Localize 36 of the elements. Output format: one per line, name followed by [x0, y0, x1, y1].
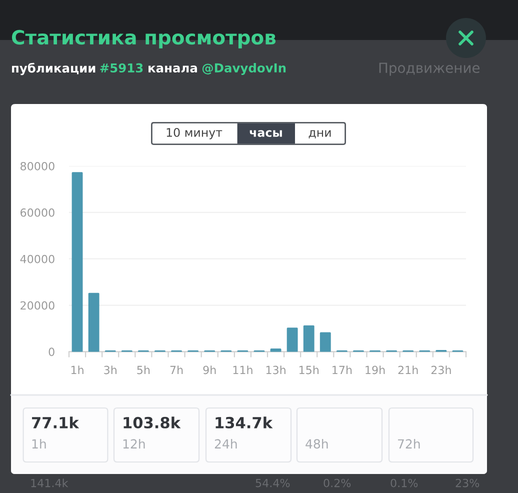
bar: [88, 292, 100, 352]
chart-title: Статистика просмотров: [12, 30, 276, 48]
text: 103.8k: [124, 416, 181, 428]
text: 134.7k: [216, 416, 273, 428]
x-tick-label: 11h: [233, 366, 252, 374]
text: 12h: [123, 438, 145, 448]
bar: [270, 348, 282, 352]
bar: [320, 332, 331, 352]
x-tick-label: 21h: [398, 366, 418, 374]
x-tick-label: 17h: [332, 366, 352, 374]
x-tick-label: 19h: [366, 366, 385, 374]
bar: [286, 328, 298, 352]
y-tick-label: 0: [48, 348, 54, 356]
text: часы: [250, 130, 282, 137]
x-tick-label: 15h: [299, 366, 318, 374]
y-tick-label: 60000: [20, 208, 54, 217]
x-tick-label: 9h: [203, 366, 216, 374]
x-tick-label: 23h: [431, 366, 451, 374]
bar: [72, 172, 83, 352]
text: 24h: [214, 438, 237, 448]
y-tick-label: 40000: [20, 254, 54, 264]
text: 77.1k: [32, 416, 80, 428]
x-tick-label: 13h: [266, 366, 286, 374]
y-tick-label: 20000: [20, 301, 54, 310]
text: 48h: [306, 438, 328, 449]
x-tick-label: 3h: [104, 366, 116, 374]
bar: [303, 325, 314, 352]
text: 1h: [32, 438, 46, 448]
x-tick-label: 1h: [71, 366, 84, 374]
text: дни: [308, 130, 331, 138]
x-tick-label: 7h: [170, 366, 183, 374]
chart-subtitle: публикации #5913 канала @DavydovIn: [12, 62, 286, 76]
y-tick-label: 80000: [20, 162, 54, 170]
text: 72h: [398, 438, 420, 448]
text: 10 минут: [166, 128, 222, 140]
x-tick-label: 5h: [137, 366, 150, 374]
